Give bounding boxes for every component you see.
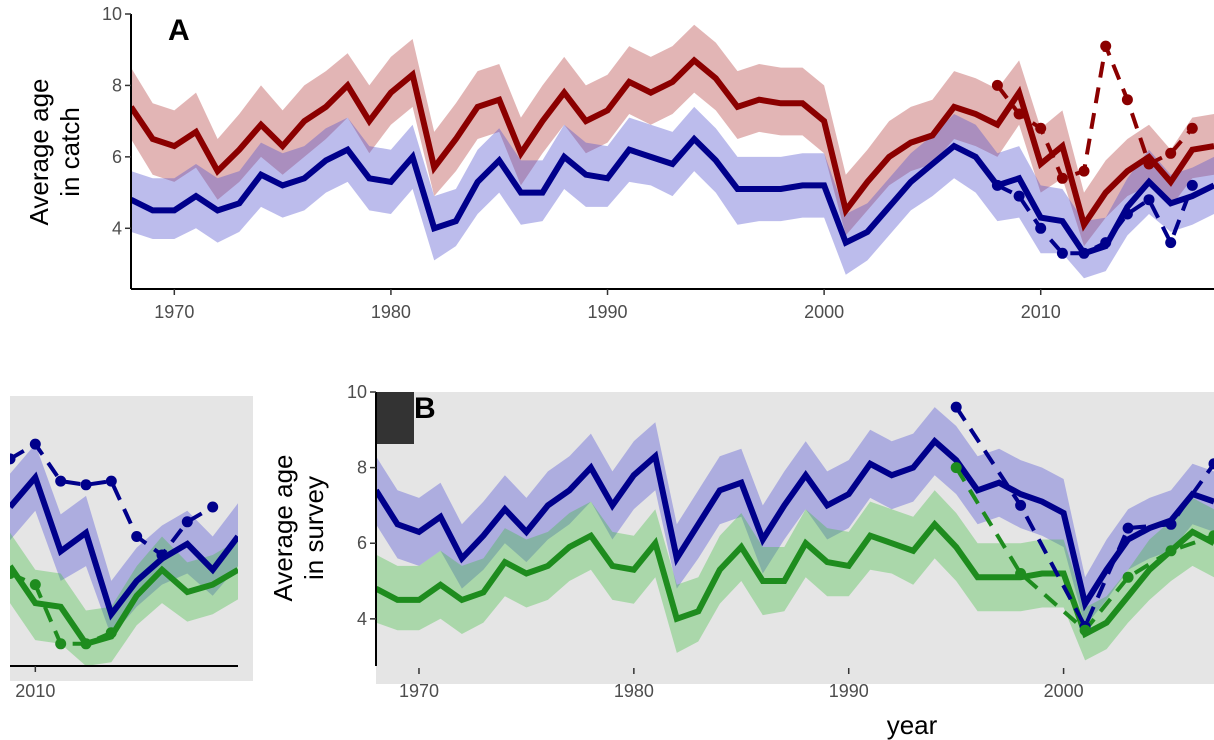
panel-c-blue-observed-point bbox=[131, 531, 143, 542]
panel-c-blue-observed-point bbox=[181, 516, 193, 528]
panel-b-blue-observed-line bbox=[954, 406, 1214, 629]
panel-b-blue-observed-point bbox=[950, 401, 962, 413]
y-tick-label: 10 bbox=[347, 382, 367, 402]
y-tick-label: 10 bbox=[102, 4, 122, 24]
panel-a-blue-observed-point bbox=[1100, 237, 1112, 249]
panel-c-blue-observed-point bbox=[80, 479, 92, 491]
panel-b-dark-block bbox=[376, 392, 414, 444]
panel-b-green-observed-point bbox=[1208, 530, 1214, 542]
panel-a-catch: 4 6 8 10 1970 1980 1990 2000 2010 A Average age… bbox=[24, 4, 1214, 322]
panel-a-y-label-line2: in catch bbox=[55, 107, 85, 197]
panel-a-blue-confidence-band bbox=[131, 106, 1214, 279]
panel-b-blue-observed-point bbox=[1015, 499, 1027, 511]
panel-a-blue-observed-point bbox=[1143, 194, 1155, 206]
x-tick-label: 2000 bbox=[804, 302, 844, 322]
panel-c-green-model-line bbox=[10, 564, 238, 648]
inset-background bbox=[10, 396, 253, 681]
panel-c-blue-observed-point bbox=[55, 475, 67, 487]
panel-c-green-observed-point bbox=[29, 579, 41, 591]
x-axis-title: year bbox=[887, 710, 938, 740]
panel-a-red-observed-point bbox=[1143, 158, 1155, 170]
panel-a-red-observed-point bbox=[1186, 122, 1198, 134]
panel-a-red-observed-point bbox=[991, 79, 1003, 91]
panel-b-green-observed-point bbox=[1122, 571, 1134, 583]
panel-a-red-model-line bbox=[131, 56, 1214, 232]
panel-a-y-label-line1: Average age bbox=[24, 79, 54, 226]
panel-b-green-observed-point bbox=[1165, 545, 1177, 557]
x-tick-label: 2010 bbox=[15, 681, 55, 701]
panel-b-green-observed-point bbox=[950, 462, 962, 474]
panel-a-blue-observed-point bbox=[1186, 179, 1198, 191]
panel-b-y-label-line1: Average age bbox=[268, 455, 298, 602]
panel-b-survey: 4 6 8 10 1970 1980 1990 2000 B Average age in … bbox=[268, 382, 1214, 740]
y-tick-label: 6 bbox=[357, 533, 367, 553]
x-tick-label: 2000 bbox=[1044, 681, 1084, 701]
panel-a-blue-model-line bbox=[131, 134, 1214, 257]
x-tick-label: 1990 bbox=[829, 681, 869, 701]
panel-a-red-observed-line bbox=[995, 44, 1194, 181]
panel-b-green-observed-line bbox=[954, 466, 1214, 633]
panel-a-red-observed-point bbox=[1035, 122, 1047, 134]
panel-c-blue-observed-point bbox=[156, 549, 168, 561]
panel-c-blue-observed-point bbox=[29, 438, 41, 450]
panel-a-red-observed-point bbox=[1165, 147, 1177, 159]
panel-a-label: A bbox=[168, 14, 190, 47]
panel-c-green-observed-point bbox=[55, 638, 67, 650]
panel-c-blue-observed-point bbox=[105, 475, 117, 487]
x-tick-label: 1970 bbox=[154, 302, 194, 322]
panel-a-red-observed-point bbox=[1056, 172, 1068, 184]
panel-a-blue-observed-point bbox=[1013, 190, 1025, 202]
panel-a-blue-observed-point bbox=[1035, 222, 1047, 234]
x-tick-label: 1970 bbox=[399, 681, 439, 701]
panel-b-green-observed-point bbox=[1079, 624, 1091, 636]
x-tick-label: 1990 bbox=[587, 302, 627, 322]
panel-b-blue-model-line bbox=[376, 436, 1214, 612]
panel-b-blue-observed-point bbox=[1122, 522, 1134, 534]
y-tick-label: 4 bbox=[357, 609, 367, 629]
x-tick-label: 2010 bbox=[1021, 302, 1061, 322]
panel-c-green-observed-point bbox=[105, 627, 117, 639]
panel-b-green-confidence-band bbox=[376, 490, 1214, 661]
panel-c-blue-model-line bbox=[10, 471, 238, 621]
y-tick-label: 6 bbox=[112, 147, 122, 167]
panel-a-red-observed-point bbox=[1078, 165, 1090, 177]
panel-a-red-observed-point bbox=[1100, 40, 1112, 52]
x-tick-label: 1980 bbox=[371, 302, 411, 322]
y-tick-label: 8 bbox=[357, 458, 367, 478]
panel-b-background bbox=[376, 392, 1214, 684]
panel-b-y-label-line2: in survey bbox=[299, 476, 329, 580]
panel-b-green-observed-point bbox=[1015, 568, 1027, 579]
y-tick-label: 8 bbox=[112, 75, 122, 95]
panel-survey-inset-fragment: 2010 bbox=[10, 396, 253, 701]
panel-c-blue-observed-point bbox=[207, 501, 219, 513]
panel-b-label: B bbox=[414, 392, 436, 425]
panel-b-blue-confidence-band bbox=[376, 407, 1214, 627]
y-tick-label: 4 bbox=[112, 218, 122, 238]
panel-a-red-observed-point bbox=[1121, 94, 1133, 106]
panel-a-blue-observed-point bbox=[991, 179, 1003, 191]
panel-a-blue-observed-point bbox=[1078, 247, 1090, 259]
panel-a-blue-observed-point bbox=[1165, 237, 1177, 249]
panel-c-green-observed-point bbox=[10, 568, 16, 579]
x-tick-label: 1980 bbox=[614, 681, 654, 701]
panel-b-green-model-line bbox=[376, 519, 1214, 639]
panel-b-blue-observed-point bbox=[1165, 518, 1177, 530]
panel-b-blue-observed-point bbox=[1208, 458, 1214, 470]
panel-a-red-observed-point bbox=[1013, 108, 1025, 120]
panel-a-blue-observed-point bbox=[1056, 247, 1068, 259]
panel-c-blue-observed-point bbox=[10, 453, 16, 465]
panel-a-blue-observed-point bbox=[1121, 208, 1133, 220]
panel-c-blue-observed-line bbox=[10, 442, 214, 557]
panel-c-green-observed-point bbox=[80, 638, 92, 650]
